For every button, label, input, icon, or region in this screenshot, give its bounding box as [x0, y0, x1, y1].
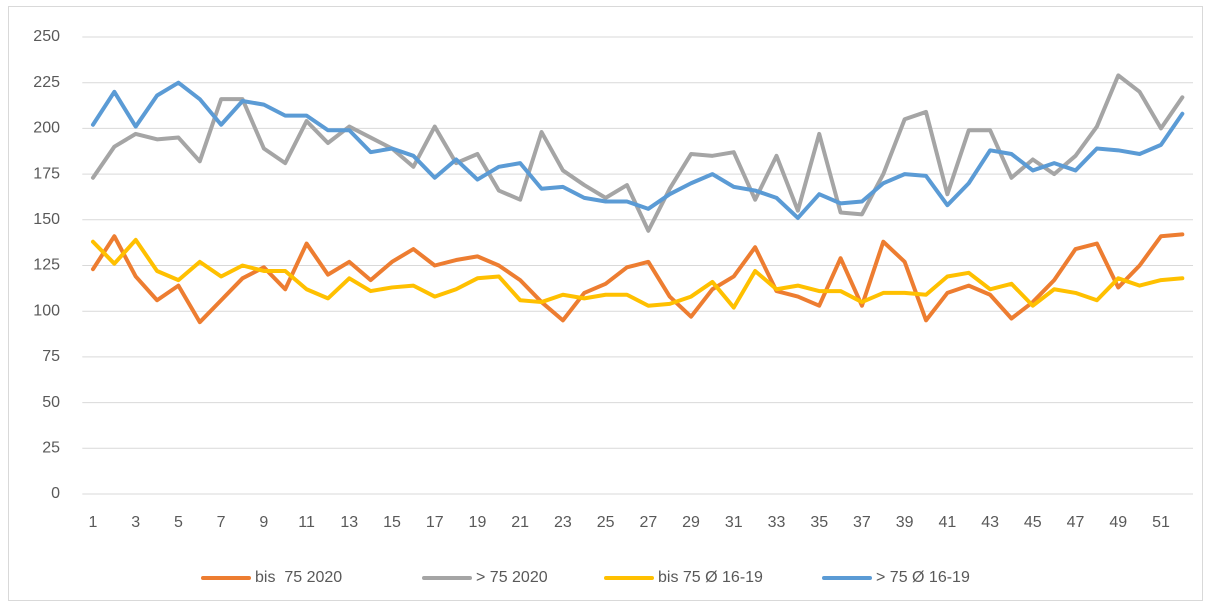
y-tick-label: 100: [33, 302, 60, 319]
y-tick-label: 250: [33, 28, 60, 45]
x-tick-label: 1: [89, 514, 98, 531]
x-tick-label: 21: [511, 514, 529, 531]
y-tick-label: 175: [33, 165, 60, 182]
x-tick-label: 49: [1109, 514, 1127, 531]
x-tick-label: 45: [1024, 514, 1042, 531]
x-tick-label: 9: [259, 514, 268, 531]
x-tick-label: 13: [340, 514, 358, 531]
x-tick-label: 7: [217, 514, 226, 531]
x-tick-label: 37: [853, 514, 871, 531]
x-tick-label: 25: [597, 514, 615, 531]
x-tick-label: 3: [131, 514, 140, 531]
y-tick-label: 0: [51, 485, 60, 502]
x-tick-label: 29: [682, 514, 700, 531]
series-line: [90, 237, 1185, 310]
y-tick-label: 225: [33, 74, 60, 91]
x-tick-label: 39: [896, 514, 914, 531]
x-tick-label: 17: [426, 514, 444, 531]
x-tick-label: 27: [639, 514, 657, 531]
legend-label: bis 75 Ø 16-19: [658, 569, 763, 586]
y-tick-label: 150: [33, 211, 60, 228]
legend-label: > 75 Ø 16-19: [876, 569, 970, 586]
x-tick-label: 11: [298, 514, 315, 531]
y-tick-label: 25: [42, 440, 60, 457]
x-tick-label: 33: [768, 514, 786, 531]
x-tick-label: 35: [810, 514, 828, 531]
series-line: [90, 80, 1185, 220]
y-tick-label: 200: [33, 120, 60, 137]
series-line: [90, 232, 1185, 325]
x-tick-label: 41: [938, 514, 956, 531]
y-tick-label: 50: [42, 394, 60, 411]
x-tick-label: 19: [469, 514, 487, 531]
legend-label: > 75 2020: [476, 569, 548, 586]
x-tick-label: 31: [725, 514, 743, 531]
y-tick-label: 125: [33, 257, 60, 274]
x-tick-label: 51: [1152, 514, 1170, 531]
x-tick-label: 5: [174, 514, 183, 531]
x-tick-label: 23: [554, 514, 572, 531]
y-tick-label: 75: [42, 348, 60, 365]
x-tick-label: 47: [1067, 514, 1085, 531]
legend-label: bis 75 2020: [255, 569, 342, 586]
x-tick-label: 43: [981, 514, 999, 531]
x-tick-label: 15: [383, 514, 401, 531]
